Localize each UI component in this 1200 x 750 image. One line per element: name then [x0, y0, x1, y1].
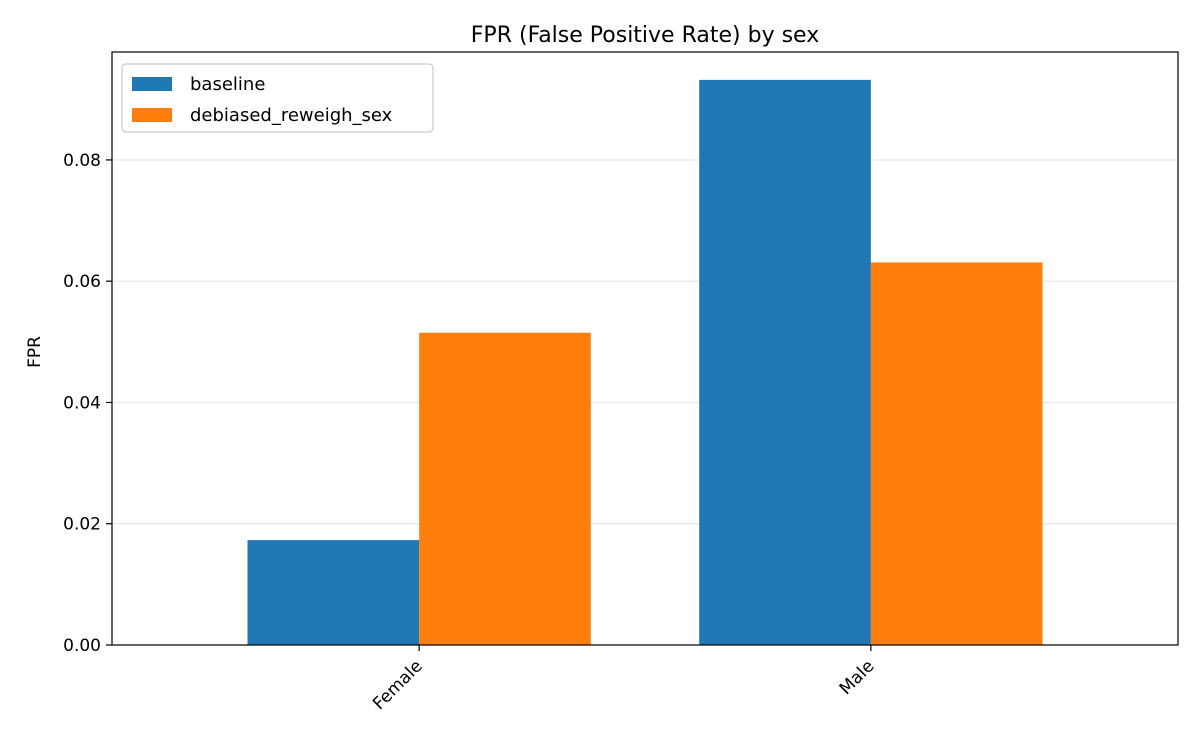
bar-baseline-female [247, 540, 420, 645]
y-tick-label: 0.00 [63, 636, 101, 656]
y-axis-label: FPR [25, 336, 45, 368]
y-tick-label: 0.04 [63, 393, 101, 413]
y-tick-label: 0.02 [63, 515, 101, 535]
legend-frame [121, 63, 434, 133]
bar-baseline-male [699, 79, 871, 646]
y-axis-ticks: 0.00 0.02 0.04 0.06 0.08 [63, 151, 112, 656]
chart-title: FPR (False Positive Rate) by sex [471, 23, 819, 48]
legend-label-debiased_reweigh_sex: debiased_reweigh_sex [190, 105, 393, 126]
bar-debiased_reweigh_sex-male [870, 262, 1043, 645]
plot-frame [111, 51, 1179, 646]
legend-label-baseline: baseline [190, 74, 265, 95]
legend-swatch-baseline [132, 77, 172, 91]
y-tick-label: 0.08 [63, 151, 101, 171]
bar-debiased_reweigh_sex-female [419, 332, 591, 645]
y-tick-label: 0.06 [63, 272, 101, 292]
legend-swatch-debiased_reweigh_sex [132, 108, 172, 122]
legend: baseline debiased_reweigh_sex [121, 63, 434, 133]
bars [247, 79, 1043, 646]
